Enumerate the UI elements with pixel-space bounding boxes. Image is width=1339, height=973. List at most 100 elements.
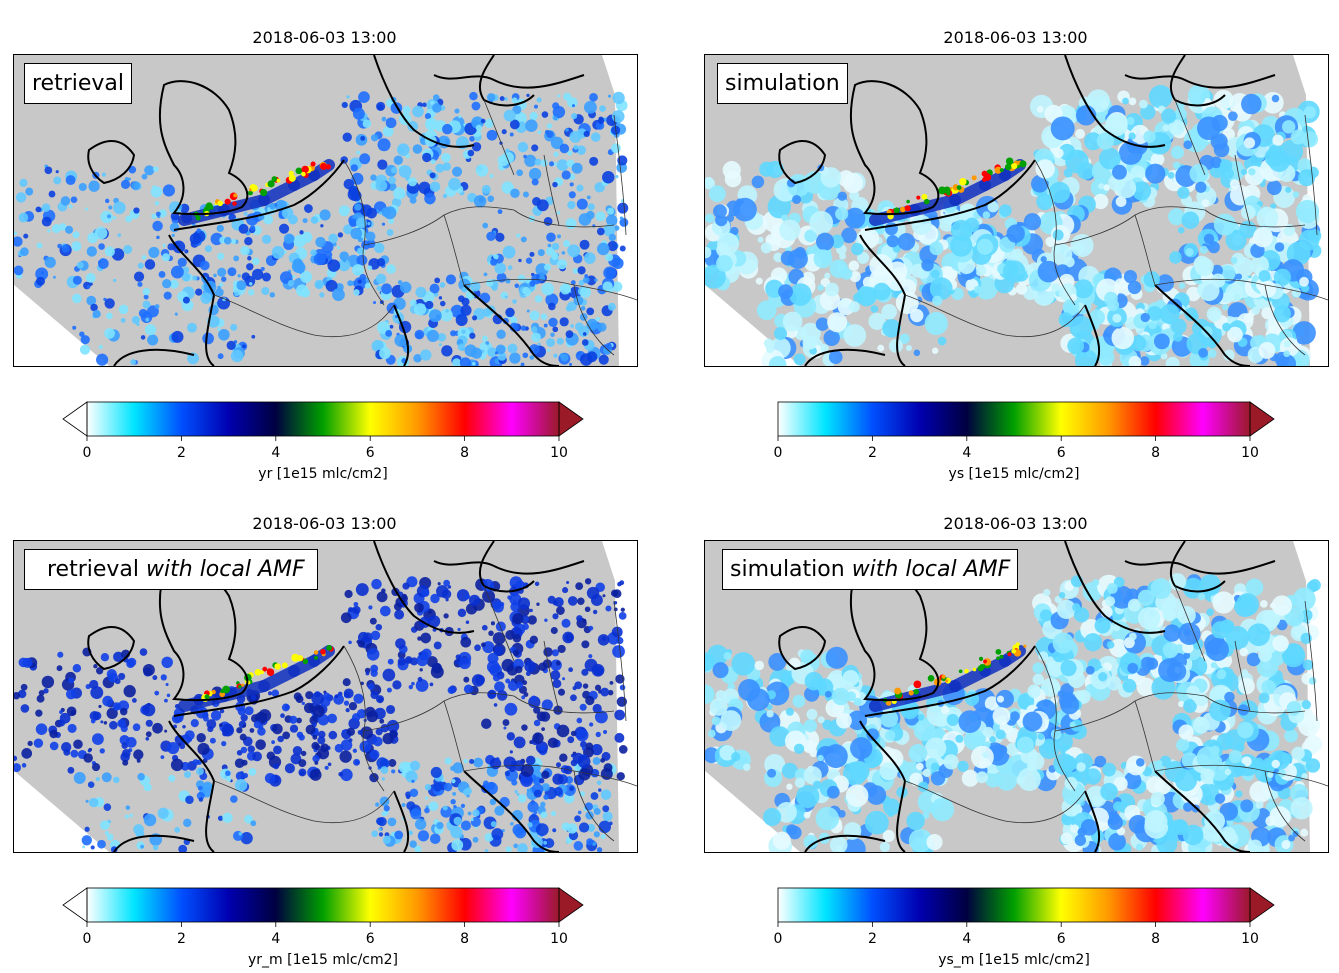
pixel-blob — [608, 233, 617, 242]
panel-title: 2018-06-03 13:00 — [252, 514, 397, 533]
pixel-blob — [1161, 108, 1177, 124]
pixel-blob — [803, 811, 811, 819]
pixel-blob — [1070, 293, 1078, 302]
pixel-blob — [86, 285, 91, 289]
pixel-blob — [51, 224, 61, 234]
pixel-blob — [1104, 113, 1128, 137]
pixel-blob — [551, 649, 559, 657]
pixel-blob — [145, 317, 150, 322]
pixel-blob — [491, 828, 504, 841]
annotation-plain: retrieval — [32, 71, 125, 96]
pixel-blob — [1128, 132, 1136, 140]
pixel-blob — [1126, 116, 1135, 125]
pixel-blob — [705, 213, 715, 224]
pixel-blob — [298, 759, 307, 768]
pixel-blob — [573, 144, 579, 150]
coastline — [433, 560, 585, 575]
pixel-blob — [414, 602, 424, 613]
pixel-blob — [584, 606, 591, 613]
pixel-blob — [817, 754, 824, 762]
pixel-blob — [845, 784, 869, 808]
country-border — [573, 284, 615, 356]
hotspot-pixel — [945, 679, 949, 683]
coastline — [1154, 284, 1251, 366]
pixel-blob — [86, 295, 97, 306]
pixel-blob — [99, 748, 105, 754]
pixel-blob — [429, 283, 440, 294]
pixel-blob — [334, 743, 344, 753]
pixel-blob — [436, 585, 449, 598]
pixel-blob — [463, 758, 468, 764]
hotspot-pixel — [288, 170, 294, 176]
pixel-blob — [424, 796, 429, 800]
colorbar-gradient — [87, 402, 559, 436]
pixel-blob — [589, 722, 594, 727]
pixel-blob — [757, 236, 764, 243]
pixel-blob — [273, 745, 282, 755]
pixel-blob — [102, 695, 113, 707]
pixel-blob — [518, 258, 522, 263]
pixel-blob — [47, 229, 51, 233]
pixel-blob — [1150, 578, 1172, 600]
pixel-blob — [543, 647, 553, 657]
pixel-blob — [343, 700, 350, 706]
pixel-blob — [842, 669, 859, 687]
hotspot-pixel — [238, 685, 242, 689]
pixel-blob — [142, 703, 156, 717]
pixel-blob — [364, 282, 371, 289]
pixel-blob — [427, 609, 432, 615]
pixel-blob — [323, 692, 331, 700]
pixel-blob — [106, 312, 113, 320]
pixel-blob — [946, 713, 959, 727]
pixel-blob — [357, 279, 362, 284]
pixel-blob — [15, 192, 27, 203]
pixel-blob — [789, 283, 812, 306]
pixel-blob — [1168, 119, 1185, 136]
pixel-blob — [375, 273, 387, 284]
pixel-blob — [755, 277, 763, 285]
pixel-blob — [141, 173, 148, 180]
pixel-blob — [486, 129, 498, 141]
pixel-blob — [823, 329, 840, 347]
pixel-blob — [457, 608, 467, 618]
pixel-blob — [575, 322, 584, 331]
pixel-blob — [598, 354, 609, 365]
pixel-blob — [1094, 755, 1107, 768]
pixel-blob — [544, 838, 555, 849]
pixel-blob — [133, 749, 144, 760]
pixel-blob — [769, 726, 790, 747]
pixel-blob — [474, 644, 481, 652]
pixel-blob — [535, 823, 549, 837]
country-border — [1174, 585, 1206, 662]
pixel-blob — [545, 246, 555, 256]
pixel-blob — [722, 161, 741, 180]
pixel-blob — [145, 324, 157, 336]
pixel-blob — [1301, 131, 1319, 148]
pixel-blob — [131, 315, 140, 324]
pixel-blob — [440, 300, 446, 307]
pixel-blob — [1260, 600, 1268, 608]
pixel-blob — [583, 100, 597, 114]
pixel-blob — [1127, 662, 1139, 674]
pixel-blob — [463, 676, 470, 683]
pixel-blob — [711, 716, 721, 726]
pixel-blob — [413, 303, 427, 316]
pixel-blob — [913, 349, 921, 357]
pixel-blob — [143, 783, 152, 792]
pixel-blob — [589, 92, 598, 102]
pixel-blob — [299, 770, 305, 776]
country-border — [1204, 695, 1306, 714]
pixel-blob — [581, 339, 589, 346]
pixel-blob — [781, 214, 789, 222]
pixel-blob — [605, 605, 612, 612]
pixel-blob — [536, 199, 549, 212]
pixel-blob — [67, 677, 75, 684]
pixel-blob — [87, 781, 95, 788]
pixel-blob — [342, 678, 351, 687]
pixel-blob — [79, 344, 91, 355]
pixel-blob — [422, 102, 427, 108]
pixel-blob — [1195, 181, 1207, 193]
pixel-blob — [1272, 635, 1289, 652]
pixel-blob — [337, 232, 344, 238]
pixel-blob — [376, 258, 386, 267]
